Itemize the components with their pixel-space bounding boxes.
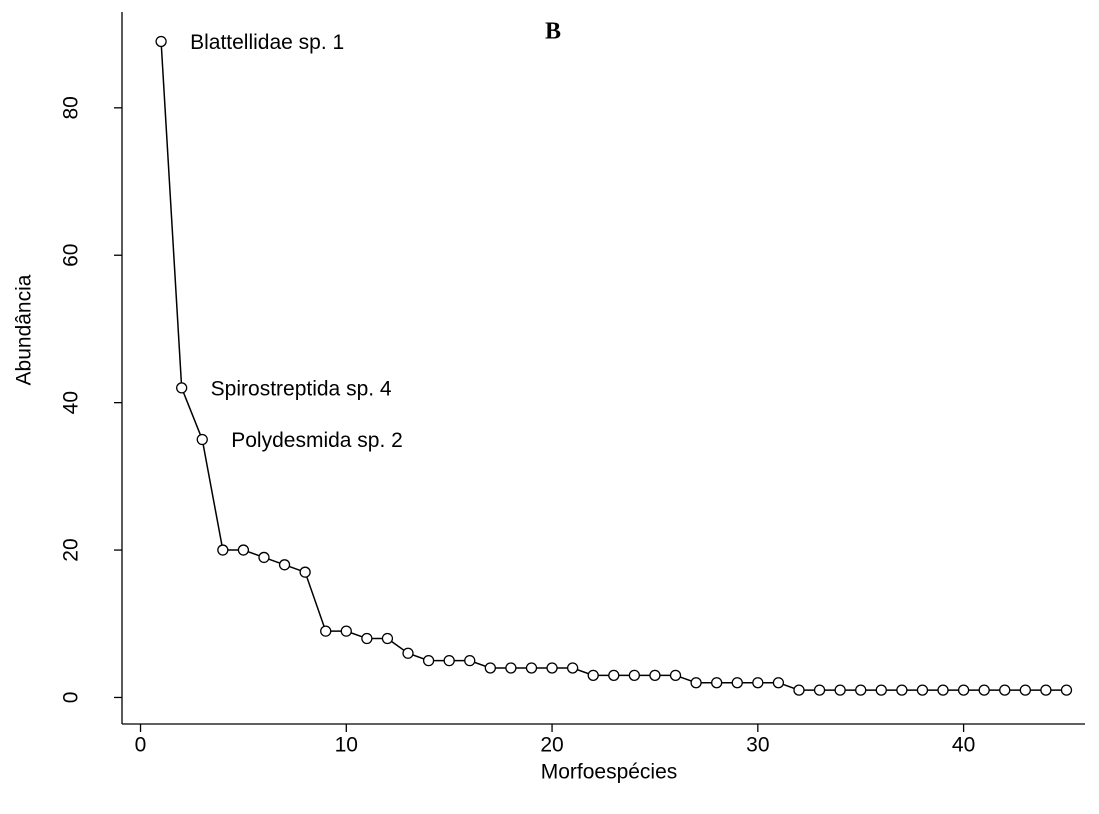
data-point bbox=[443, 654, 455, 667]
data-point bbox=[361, 632, 373, 645]
y-tick-label: 40 bbox=[60, 391, 83, 414]
annotation: Spirostreptida sp. 4 bbox=[211, 377, 392, 400]
data-point bbox=[422, 654, 435, 667]
data-point bbox=[505, 662, 517, 674]
y-tick-label: 0 bbox=[60, 692, 83, 704]
data-point bbox=[628, 669, 641, 682]
data-point bbox=[402, 647, 414, 659]
data-point bbox=[793, 684, 805, 696]
data-point bbox=[258, 551, 270, 564]
x-tick-label: 10 bbox=[335, 734, 358, 757]
data-point bbox=[813, 684, 826, 696]
data-point bbox=[525, 662, 538, 674]
y-tick-label: 20 bbox=[60, 538, 83, 561]
data-point bbox=[957, 684, 970, 696]
annotation: Polydesmida sp. 2 bbox=[231, 429, 403, 452]
x-tick-label: 20 bbox=[540, 734, 563, 757]
data-point bbox=[320, 625, 332, 637]
data-point bbox=[690, 677, 702, 689]
data-point bbox=[1019, 684, 1031, 696]
data-point bbox=[464, 654, 476, 667]
data-point bbox=[608, 669, 620, 682]
data-point bbox=[896, 684, 908, 696]
data-point bbox=[155, 35, 167, 48]
y-tick-label: 60 bbox=[60, 244, 83, 267]
data-point bbox=[978, 684, 990, 696]
y-tick-label: 80 bbox=[60, 96, 83, 119]
data-point bbox=[999, 684, 1011, 696]
data-point bbox=[772, 677, 785, 689]
data-point bbox=[217, 544, 229, 556]
data-point bbox=[1060, 684, 1073, 696]
x-axis-title: Morfoespécies bbox=[541, 761, 678, 784]
data-line bbox=[160, 41, 1067, 691]
data-point bbox=[855, 684, 867, 696]
data-point bbox=[587, 669, 599, 682]
x-tick-label: 40 bbox=[952, 734, 975, 757]
data-point bbox=[237, 544, 250, 556]
annotation: Blattellidae sp. 1 bbox=[190, 31, 344, 54]
data-point bbox=[875, 684, 887, 696]
data-point bbox=[381, 632, 394, 645]
data-point bbox=[731, 677, 743, 689]
data-point bbox=[278, 559, 291, 571]
data-point bbox=[752, 677, 764, 689]
data-point bbox=[937, 684, 949, 696]
data-point bbox=[649, 669, 661, 682]
data-point bbox=[916, 684, 929, 696]
data-point bbox=[484, 662, 496, 674]
data-point bbox=[299, 566, 311, 578]
data-point bbox=[834, 684, 846, 696]
x-tick-label: 30 bbox=[746, 734, 769, 757]
y-axis-title: Abundância bbox=[13, 274, 36, 385]
data-point bbox=[196, 433, 208, 446]
data-point bbox=[340, 625, 352, 637]
data-point bbox=[176, 382, 188, 394]
data-point bbox=[711, 677, 723, 689]
data-point bbox=[566, 662, 579, 674]
chart-title: B bbox=[545, 19, 561, 45]
data-point bbox=[546, 662, 558, 674]
data-point bbox=[669, 669, 682, 682]
data-point bbox=[1040, 684, 1052, 696]
x-tick-label: 0 bbox=[135, 734, 147, 757]
